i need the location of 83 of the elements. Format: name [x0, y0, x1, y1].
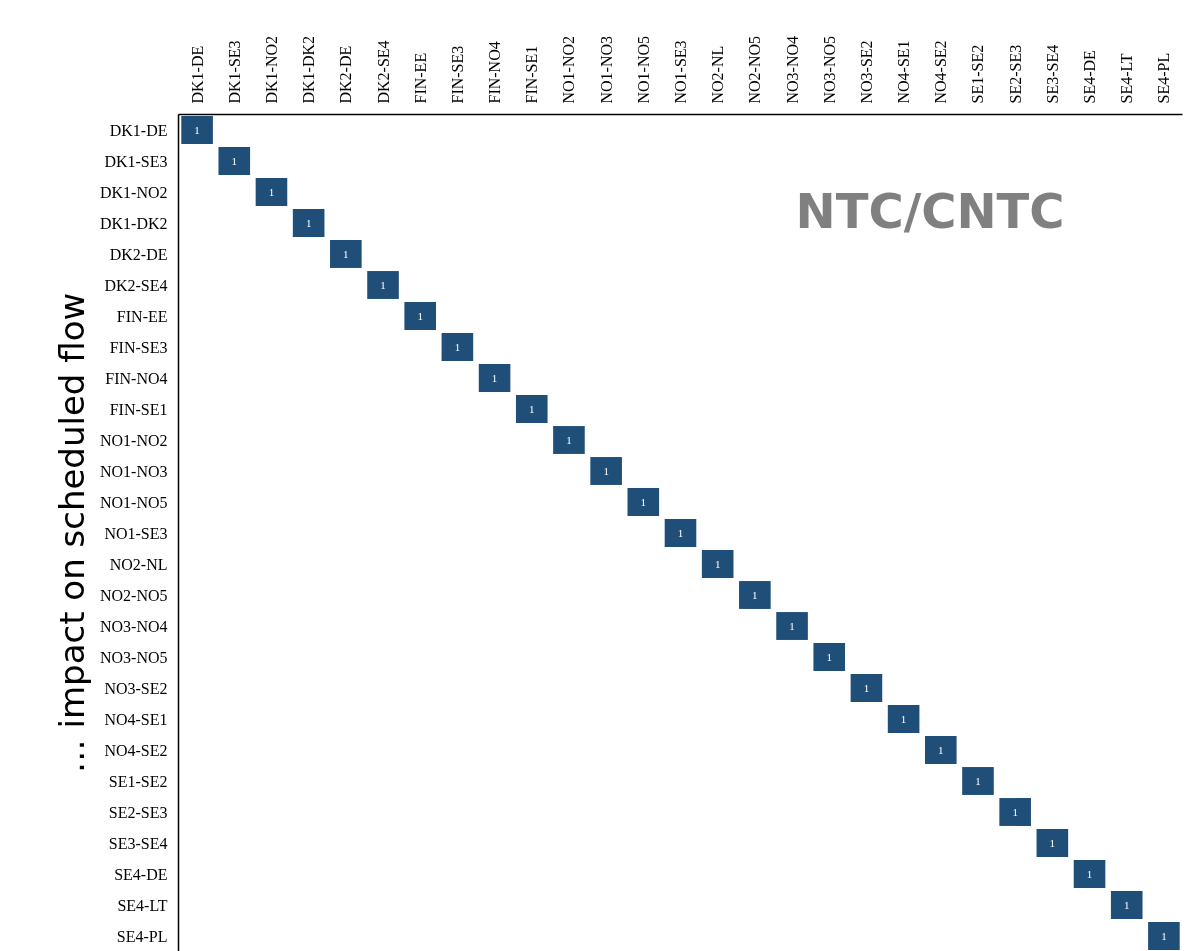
- data-label: 1: [826, 650, 832, 663]
- x-tick-label: NO3-NO4: [783, 35, 801, 104]
- x-tick-label: NO3-NO5: [820, 35, 838, 104]
- x-tick-label: NO1-NO5: [634, 35, 652, 104]
- y-tick-label: NO1-NO3: [99, 462, 168, 480]
- data-label: 1: [380, 278, 386, 291]
- y-tick-label: FIN-SE1: [109, 400, 168, 418]
- x-tick-label: NO2-NL: [709, 45, 727, 104]
- y-tick-label: SE4-LT: [117, 896, 168, 914]
- data-label: 1: [863, 681, 870, 694]
- y-tick-label: NO4-SE2: [104, 741, 168, 759]
- y-tick-label: NO1-NO2: [99, 431, 168, 449]
- data-label: 1: [417, 309, 423, 322]
- y-tick-label: FIN-SE3: [109, 338, 168, 356]
- data-label: 1: [640, 495, 647, 508]
- x-tick-label: SE1-SE2: [969, 44, 987, 104]
- y-axis-title: … impact on scheduled flow: [51, 292, 92, 774]
- y-tick-label: NO2-NL: [109, 555, 168, 573]
- x-tick-label: DK1-SE3: [225, 40, 243, 104]
- data-label: 1: [603, 464, 609, 477]
- x-tick-label: NO1-SE3: [672, 40, 689, 104]
- y-tick-label: DK1-SE3: [104, 152, 168, 170]
- data-label: 1: [938, 743, 944, 756]
- x-tick-label: DK1-NO2: [262, 35, 280, 104]
- x-tick-label: DK1-DK2: [300, 35, 318, 104]
- x-tick-label: NO4-SE1: [895, 40, 913, 104]
- data-label: 1: [789, 619, 795, 632]
- data-label: 1: [1161, 929, 1167, 942]
- y-tick-label: SE3-SE4: [108, 834, 168, 852]
- y-tick-label: NO1-SE3: [104, 524, 168, 542]
- data-label: 1: [752, 588, 758, 601]
- y-tick-label: FIN-NO4: [105, 369, 168, 387]
- y-tick-label: SE4-PL: [116, 927, 168, 945]
- y-tick-label: SE1-SE2: [108, 772, 168, 790]
- y-tick-label: DK1-NO2: [99, 183, 168, 201]
- y-tick-label: SE2-SE3: [108, 803, 168, 821]
- annotation: NTC/CNTC: [795, 182, 1065, 239]
- y-tick-label: DK2-DE: [109, 245, 168, 263]
- x-tick-label: DK2-DE: [337, 45, 355, 104]
- x-tick-label: FIN-NO4: [486, 41, 504, 104]
- x-tick-label: FIN-SE1: [523, 45, 541, 104]
- data-label: 1: [566, 433, 572, 446]
- data-label: 1: [1086, 867, 1093, 880]
- y-tick-label: NO1-NO5: [99, 493, 168, 511]
- data-label: 1: [454, 340, 461, 353]
- x-tick-label: SE4-DE: [1081, 50, 1099, 104]
- data-label: 1: [305, 216, 312, 229]
- y-tick-label: DK2-SE4: [104, 276, 168, 294]
- x-tick-label: NO3-SE2: [857, 40, 875, 104]
- y-tick-label: DK1-DK2: [99, 214, 168, 232]
- x-tick-label: SE2-SE3: [1006, 44, 1024, 104]
- x-tick-label: FIN-EE: [411, 52, 429, 104]
- x-tick-label: SE3-SE4: [1043, 44, 1061, 104]
- x-tick-label: FIN-SE3: [448, 45, 466, 104]
- x-tick-label: SE4-LT: [1118, 53, 1136, 104]
- x-tick-label: DK2-SE4: [374, 40, 392, 104]
- y-tick-label: FIN-EE: [116, 307, 168, 325]
- y-tick-label: NO3-SE2: [104, 679, 168, 697]
- y-tick-label: DK1-DE: [109, 121, 168, 139]
- y-tick-label: NO4-SE1: [104, 710, 168, 728]
- x-tick-label: NO2-NO5: [746, 35, 764, 104]
- data-label: 1: [231, 154, 238, 167]
- x-tick-label: NO4-SE2: [932, 40, 950, 104]
- data-label: 1: [529, 402, 535, 415]
- y-tick-label: NO2-NO5: [99, 586, 168, 604]
- data-label: 1: [491, 371, 498, 384]
- data-label: 1: [268, 185, 275, 198]
- data-label: 1: [343, 247, 349, 260]
- data-label: 1: [194, 123, 200, 136]
- data-label: 1: [1012, 805, 1018, 818]
- data-label: 1: [900, 712, 907, 725]
- data-label: 1: [975, 774, 981, 787]
- data-label: 1: [1123, 898, 1130, 911]
- data-label: 1: [677, 526, 684, 539]
- y-tick-label: SE4-DE: [114, 865, 168, 883]
- y-tick-label: NO3-NO5: [99, 648, 168, 666]
- data-label: 1: [1049, 836, 1056, 849]
- x-tick-label: DK1-DE: [188, 45, 206, 104]
- x-tick-label: SE4-PL: [1155, 52, 1173, 104]
- data-label: 1: [714, 557, 721, 570]
- y-tick-label: NO3-NO4: [99, 617, 168, 635]
- x-tick-label: NO1-NO3: [597, 35, 615, 104]
- x-tick-label: NO1-NO2: [560, 35, 578, 104]
